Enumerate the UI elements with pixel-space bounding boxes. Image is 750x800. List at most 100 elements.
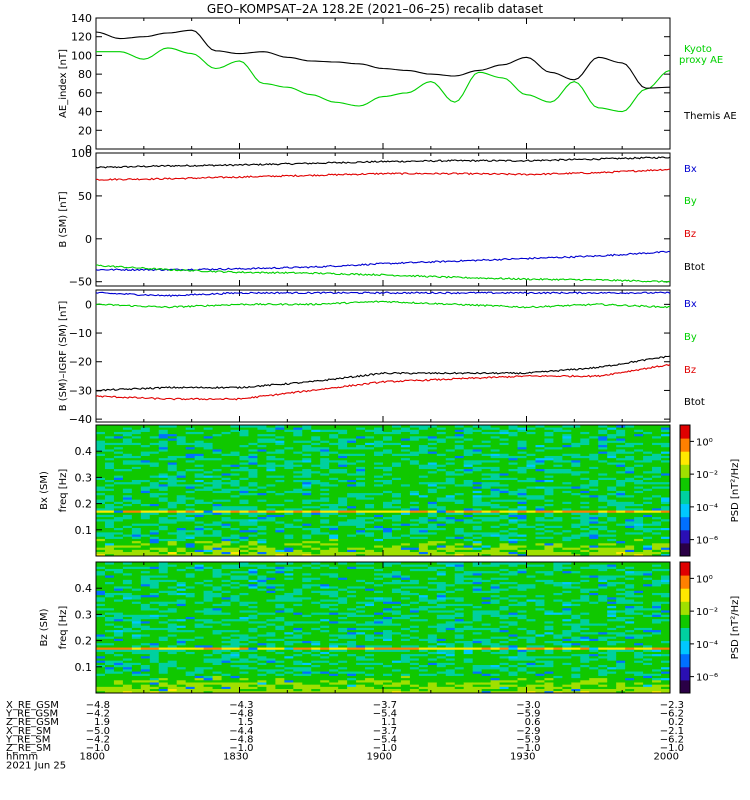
spectrogram-bx-cell: [499, 525, 509, 529]
spectrogram-bx-cell: [194, 551, 205, 555]
spectrogram-bx-cell: [562, 501, 572, 504]
spectrogram-bx-cell: [338, 523, 348, 526]
spectrogram-bx-cell: [481, 475, 492, 478]
spectrogram-bx-cell: [176, 459, 187, 463]
spectrogram-bx-cell: [257, 438, 267, 441]
spectrogram-bx-cell: [329, 425, 339, 428]
spectrogram-bx-cell: [445, 540, 456, 544]
spectrogram-bx-cell: [203, 542, 213, 546]
spectrogram-bx-cell: [643, 446, 653, 450]
spectrogram-bx-cell: [571, 542, 581, 546]
spectrogram-bx-cell: [463, 525, 474, 529]
spectrogram-bx-cell: [113, 503, 124, 507]
spectrogram-bz-cell: [230, 601, 240, 604]
spectrogram-bx-cell: [553, 534, 563, 537]
spectrogram-bx-cell: [356, 442, 366, 446]
spectrogram-bx-cell: [176, 545, 187, 548]
spectrogram-bx-cell: [194, 433, 205, 437]
spectrogram-bx-cell: [140, 529, 151, 533]
spectrogram-bx-cell: [436, 540, 447, 544]
spectrogram-bx-cell: [427, 523, 438, 526]
spectrogram-bx-cell: [302, 449, 312, 452]
spectrogram-bx-cell: [140, 540, 151, 544]
spectrogram-bx-cell: [625, 451, 635, 454]
spectrogram-bx-cell: [544, 492, 554, 496]
spectrogram-bx-cell: [365, 446, 375, 450]
spectrogram-bx-cell: [383, 497, 393, 500]
spectrogram-bx-cell: [302, 475, 312, 478]
spectrogram-bx-cell: [212, 549, 222, 553]
spectrogram-bx-cell: [347, 545, 357, 548]
spectrogram-bx-cell: [158, 549, 169, 553]
spectrogram-bz-cell: [113, 605, 124, 609]
spectrogram-bx-cell: [374, 523, 384, 526]
spectrogram-bx-cell: [526, 505, 536, 509]
spectrogram-bx-cell: [472, 446, 483, 450]
spectrogram-bx-cell: [131, 531, 142, 535]
spectrogram-bx-cell: [490, 534, 500, 537]
spectrogram-bz-cell: [185, 614, 196, 617]
spectrogram-bx-cell: [266, 488, 276, 491]
spectrogram-bx-cell: [383, 494, 393, 498]
spectrogram-bx-cell: [149, 459, 160, 463]
spectrogram-bx-cell: [454, 425, 465, 428]
spectrogram-bz-cell: [176, 655, 187, 659]
spectrogram-bx-cell: [104, 497, 115, 500]
spectrogram-bx-cell: [427, 479, 438, 483]
spectrogram-bx-cell: [140, 446, 151, 450]
spectrogram-bx-cell: [499, 457, 509, 461]
spectrogram-bx-cell: [203, 479, 213, 483]
spectrogram-bx-colorbar-label: PSD [nT²/Hz]: [730, 459, 741, 523]
spectrogram-bx-cell: [329, 521, 339, 524]
spectrogram-bx-cell: [418, 518, 429, 522]
spectrogram-bx-cell: [311, 540, 321, 544]
spectrogram-bx-cell: [634, 549, 644, 553]
spectrogram-bx-cell: [436, 429, 447, 432]
spectrogram-bx-cell: [652, 453, 662, 456]
spectrogram-bx-cell: [418, 457, 429, 461]
spectrogram-bz-cell: [140, 575, 151, 578]
spectrogram-bz-cell: [104, 629, 115, 633]
spectrogram-bx-cell: [257, 453, 267, 456]
spectrogram-bx-cell: [347, 514, 357, 518]
spectrogram-bx-cell: [499, 479, 509, 483]
spectrogram-bx-cell: [383, 531, 393, 535]
spectrogram-bx-cell: [481, 488, 492, 491]
spectrogram-bx-cell: [302, 481, 312, 485]
spectrogram-bx-cell: [589, 479, 599, 483]
spectrogram-bx-cell: [427, 497, 438, 500]
spectrogram-bx-cell: [616, 503, 626, 507]
spectrogram-bx-cell: [499, 453, 509, 456]
spectrogram-bx-cell: [266, 435, 276, 439]
spectrogram-bx-cell: [338, 446, 348, 450]
spectrogram-bx-cell: [257, 455, 267, 459]
spectrogram-bx-cell: [454, 516, 465, 520]
spectrogram-bz-cell: [122, 605, 133, 609]
spectrogram-bx-cell: [176, 453, 187, 456]
spectrogram-bx-cell: [302, 510, 312, 513]
spectrogram-bx-cell: [463, 453, 474, 456]
spectrogram-bz-cell: [140, 642, 151, 646]
spectrogram-bz-cell: [221, 690, 231, 694]
spectrogram-bx-cell: [508, 433, 518, 437]
spectrogram-bx-cell: [472, 494, 483, 498]
spectrogram-bx-cell: [409, 545, 420, 548]
spectrogram-bx-cell: [293, 477, 303, 480]
spectrogram-bx-cell: [329, 481, 339, 485]
spectrogram-bx-cell: [463, 483, 474, 487]
spectrogram-bz-cell: [167, 575, 178, 578]
spectrogram-bx-cell: [284, 490, 294, 494]
spectrogram-bx-cell: [634, 449, 644, 452]
spectrogram-bz-cell: [131, 612, 142, 615]
spectrogram-bx-cell: [472, 462, 483, 465]
spectrogram-bx-cell: [257, 435, 267, 439]
spectrogram-bx-cell: [625, 449, 635, 452]
spectrogram-bx-cell: [400, 505, 411, 509]
spectrogram-bx-cell: [481, 529, 492, 533]
spectrogram-bx-cell: [239, 516, 249, 520]
spectrogram-bz-cell: [221, 612, 231, 615]
spectrogram-bx-cell: [284, 438, 294, 441]
spectrogram-bz-cell: [212, 666, 222, 670]
spectrogram-bx-cell: [158, 527, 169, 531]
spectrogram-bx-cell: [140, 501, 151, 504]
